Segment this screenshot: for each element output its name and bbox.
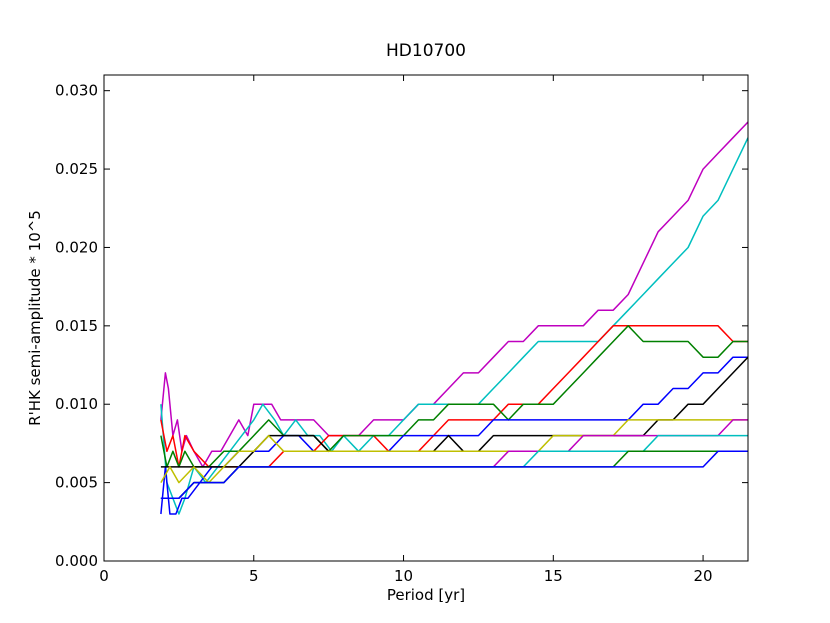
series-line-6 — [160, 356, 748, 468]
plot-frame — [103, 74, 749, 562]
y-tick-label: 0.000 — [55, 552, 98, 570]
y-tick-label: 0.020 — [55, 238, 98, 256]
x-axis-label: Period [yr] — [387, 586, 465, 604]
x-tick-label: 5 — [249, 567, 259, 585]
series-line-2 — [160, 137, 748, 515]
plot-background — [104, 75, 748, 561]
y-tick-label: 0.005 — [55, 474, 98, 492]
series-line-11 — [160, 450, 748, 500]
chart-title: HD10700 — [386, 41, 466, 61]
x-tick-label: 15 — [544, 567, 563, 585]
y-axis-label: R'HK semi-amplitude * 10^5 — [26, 210, 44, 426]
series-line-4 — [160, 325, 748, 468]
y-axis-ticks: 0.000 0.005 0.010 0.015 0.020 0.025 0.030 — [55, 82, 748, 570]
series-layer — [160, 121, 748, 515]
y-tick-label: 0.010 — [55, 395, 98, 413]
y-tick-label: 0.015 — [55, 317, 98, 335]
x-tick-label: 10 — [394, 567, 413, 585]
x-axis-ticks: 0 5 10 15 20 — [99, 75, 713, 585]
series-line-1 — [160, 121, 748, 468]
y-tick-label: 0.025 — [55, 160, 98, 178]
x-tick-label: 0 — [99, 567, 109, 585]
x-tick-label: 20 — [694, 567, 713, 585]
series-line-7 — [160, 419, 748, 484]
y-tick-label: 0.030 — [55, 82, 98, 100]
